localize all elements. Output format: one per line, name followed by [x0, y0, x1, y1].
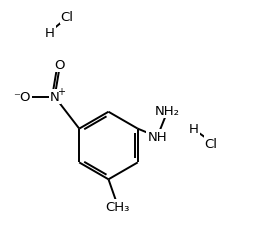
Text: +: +: [57, 87, 65, 97]
Text: ⁻O: ⁻O: [13, 91, 31, 104]
Text: H: H: [189, 122, 199, 135]
Text: NH: NH: [148, 131, 167, 144]
Text: Cl: Cl: [61, 11, 74, 24]
Text: O: O: [54, 58, 65, 71]
Text: Cl: Cl: [205, 137, 217, 150]
Text: NH₂: NH₂: [155, 105, 180, 117]
Text: CH₃: CH₃: [105, 201, 129, 213]
Text: H: H: [45, 27, 54, 40]
Text: N: N: [50, 91, 59, 104]
